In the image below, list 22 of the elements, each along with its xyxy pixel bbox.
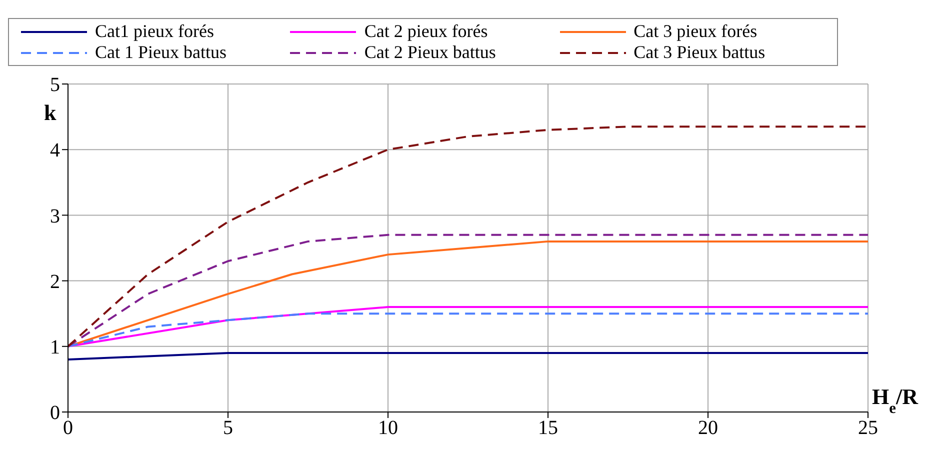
line-series xyxy=(68,306,868,348)
y-tick-label: 4 xyxy=(50,140,60,162)
x-axis-title: H$_{e}$/R xyxy=(872,384,920,416)
y-tick-label: 2 xyxy=(50,270,60,293)
legend-label: Cat1 pieux forés xyxy=(95,21,214,42)
line-series xyxy=(68,312,868,348)
y-tick-label: 0 xyxy=(50,402,60,424)
legend-label: Cat 2 pieux forés xyxy=(364,21,488,42)
y-tick-label: 5 xyxy=(50,74,60,96)
x-tick-label: 15 xyxy=(538,417,558,440)
legend-label: Cat 1 Pieux battus xyxy=(95,42,226,63)
y-tick-label: 3 xyxy=(50,205,60,228)
legend-label: Cat 3 pieux forés xyxy=(634,21,758,42)
line-series xyxy=(68,126,868,348)
x-tick-label: 20 xyxy=(698,417,718,440)
x-tick-label: 10 xyxy=(378,417,398,440)
legend-label: Cat 3 Pieux battus xyxy=(634,42,766,63)
y-tick-label: 1 xyxy=(50,336,60,358)
x-tick-label: 5 xyxy=(223,417,233,440)
x-tick-label: 25 xyxy=(858,417,878,440)
y-axis-title: k xyxy=(44,100,57,125)
legend-label: Cat 2 Pieux battus xyxy=(364,42,496,63)
